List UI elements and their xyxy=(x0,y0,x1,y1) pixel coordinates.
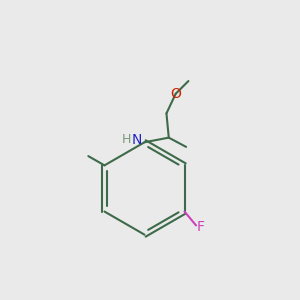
Text: N: N xyxy=(131,134,142,147)
Text: H: H xyxy=(121,134,131,146)
Text: F: F xyxy=(196,220,204,234)
Text: O: O xyxy=(170,87,181,101)
